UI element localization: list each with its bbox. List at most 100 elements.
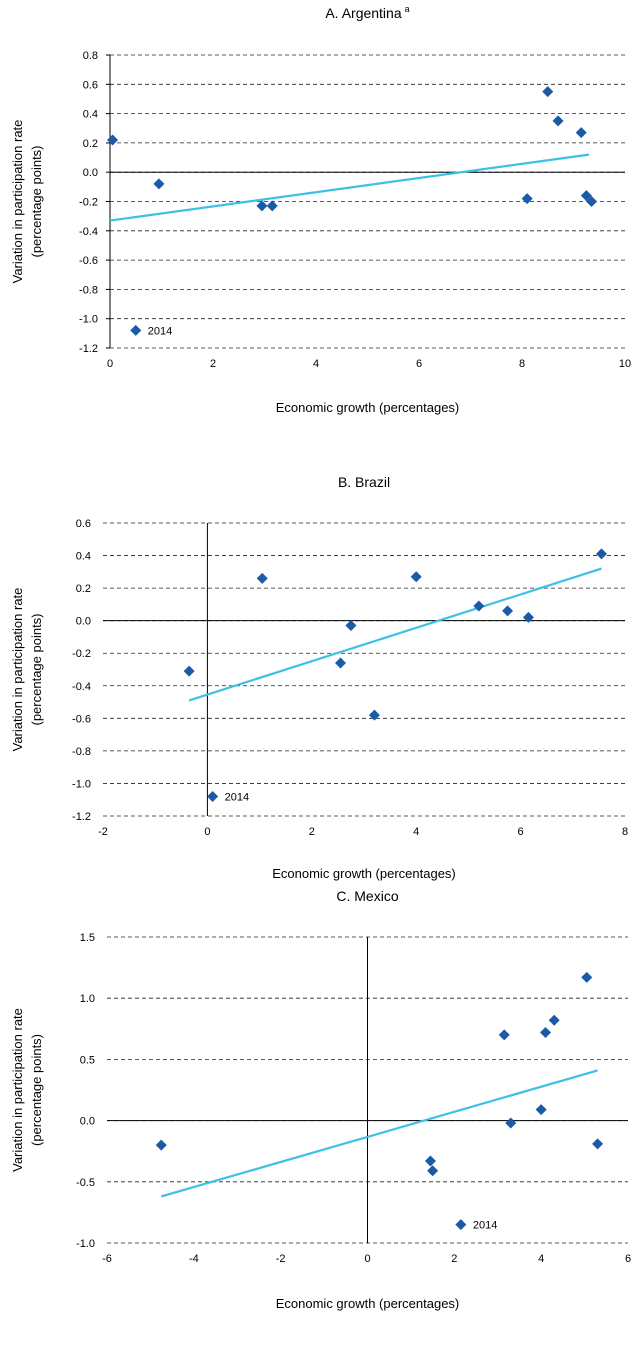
x-tick-label: 0 (364, 1253, 370, 1265)
x-tick-label: 8 (622, 826, 628, 838)
y-tick-label: 0.0 (76, 616, 91, 628)
chart-title: A. Argentina a (325, 4, 409, 21)
x-tick-label: 4 (313, 358, 319, 370)
data-point (586, 196, 598, 207)
x-tick-label: 6 (416, 358, 422, 370)
x-tick-label: -2 (98, 826, 108, 838)
chart-panel-1: A. Argentina a 0.8 0.6 0.4 0.2 0.0 -0.2 -0.4 -0.6… (10, 4, 631, 415)
data-point (522, 611, 534, 623)
y-tick-label: -0.6 (72, 713, 91, 725)
chart-title: C. Mexico (336, 888, 398, 904)
data-point (592, 1138, 604, 1150)
data-point (580, 190, 592, 202)
x-tick-label: -4 (189, 1253, 199, 1265)
y-tick-label: -0.8 (79, 284, 98, 296)
chart-title-text: A. Argentina (325, 5, 401, 21)
x-tick-label: -2 (276, 1253, 286, 1265)
x-tick-label: 2 (451, 1253, 457, 1265)
data-point (155, 1139, 167, 1151)
y-tick-label: 0.8 (83, 50, 98, 62)
data-point (502, 605, 514, 617)
y-tick-label: -0.2 (79, 197, 98, 209)
x-tick-label: 2 (309, 826, 315, 838)
data-point (542, 86, 554, 98)
data-point (207, 790, 219, 802)
y-tick-label: 0.2 (76, 583, 91, 595)
point-annotation: 2014 (225, 791, 249, 803)
data-point (153, 178, 165, 190)
y-tick-label: -1.0 (79, 314, 98, 326)
data-point (130, 324, 142, 336)
data-point (335, 657, 347, 669)
y-tick-label: -0.2 (72, 648, 91, 660)
x-tick-label: 8 (519, 358, 525, 370)
y-tick-label: 0.0 (83, 167, 98, 179)
y-tick-label: -1.2 (79, 343, 98, 355)
data-point (521, 193, 533, 205)
data-point (575, 127, 587, 139)
x-tick-label: 0 (107, 358, 113, 370)
y-tick-label: 1.5 (80, 932, 95, 944)
y-tick-label: 0.5 (80, 1054, 95, 1066)
data-point (581, 971, 593, 983)
point-annotation: 2014 (473, 1220, 497, 1232)
y-tick-label: 0.4 (83, 109, 98, 121)
x-axis-label: Economic growth (percentages) (276, 1296, 460, 1311)
chart-title-superscript: a (405, 4, 410, 14)
data-point (540, 1026, 552, 1038)
y-axis-label-line-2: (percentage points) (29, 613, 44, 725)
x-tick-label: 2 (210, 358, 216, 370)
data-point (455, 1219, 467, 1231)
y-tick-label: 0.0 (80, 1116, 95, 1128)
y-tick-label: -0.4 (79, 226, 98, 238)
data-point (256, 572, 268, 584)
data-point (552, 115, 564, 127)
y-axis-label-line-1: Variation in participation rate (10, 588, 25, 752)
y-tick-label: 1.0 (80, 993, 95, 1005)
x-tick-label: -6 (102, 1253, 112, 1265)
x-tick-label: 4 (538, 1253, 544, 1265)
x-axis-label: Economic growth (percentages) (272, 866, 456, 881)
chart-title-text: B. Brazil (338, 474, 390, 490)
y-tick-label: 0.2 (83, 138, 98, 150)
data-point (473, 600, 485, 612)
data-point (535, 1104, 547, 1116)
data-point (498, 1029, 510, 1041)
data-point (345, 620, 357, 632)
y-axis-label-line-1: Variation in participation rate (10, 120, 25, 284)
data-point (424, 1155, 436, 1167)
data-point (596, 548, 608, 560)
y-axis-label-line-2: (percentage points) (29, 145, 44, 257)
data-point (183, 665, 195, 677)
y-tick-label: 0.4 (76, 551, 91, 563)
trend-line (188, 567, 602, 702)
trend-line (109, 153, 590, 222)
data-point (368, 709, 380, 721)
data-point (410, 571, 422, 583)
data-point (266, 200, 278, 212)
data-point (505, 1117, 517, 1129)
y-tick-label: -0.8 (72, 746, 91, 758)
chart-title-text: C. Mexico (336, 888, 398, 904)
x-tick-label: 6 (625, 1253, 631, 1265)
chart-panel-2: B. Brazil 0.6 0.4 0.2 0.0 -0.2 -0.4 -0.6 -0.8 -1.… (10, 474, 628, 881)
trend-line (160, 1069, 598, 1198)
data-point (107, 134, 119, 146)
y-tick-label: 0.6 (83, 79, 98, 91)
data-point (256, 200, 268, 212)
chart-panel-3: C. Mexico 1.5 1.0 0.5 0.0 -0.5 -1.0 -6 -4 -2 0 2 4 6 E… (10, 888, 631, 1311)
point-annotation: 2014 (148, 325, 172, 337)
x-axis-label: Economic growth (percentages) (276, 400, 460, 415)
y-tick-label: -0.4 (72, 681, 91, 693)
x-tick-label: 10 (619, 358, 631, 370)
y-tick-label: -0.5 (76, 1177, 95, 1189)
x-tick-label: 4 (413, 826, 419, 838)
y-axis-label-line-2: (percentage points) (29, 1034, 44, 1146)
data-point (427, 1165, 439, 1177)
y-tick-label: 0.6 (76, 518, 91, 530)
y-tick-label: -1.2 (72, 811, 91, 823)
data-point (548, 1014, 560, 1026)
y-axis-label-line-1: Variation in participation rate (10, 1008, 25, 1172)
